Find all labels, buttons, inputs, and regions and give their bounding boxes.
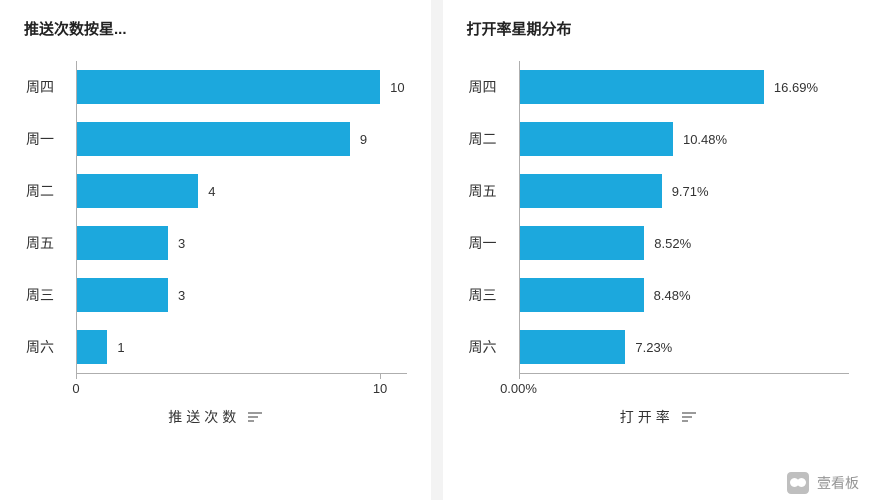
legend: 打开率 [467,407,850,427]
bar-row: 周四 16.69% [467,61,850,113]
x-axis-rule [519,373,850,374]
bar [77,226,168,260]
x-tick-label: 0.00% [500,381,537,396]
bar-row: 周五 3 [24,217,407,269]
x-tick-label: 10 [373,381,387,396]
x-tick [76,373,77,379]
category-label: 周四 [24,77,76,97]
category-label: 周五 [24,233,76,253]
panel-title: 打开率星期分布 [467,18,850,39]
bar-track: 8.52% [519,217,850,269]
bar-chart-push-count: 周四 10 周一 9 周二 4 周 [24,61,407,427]
bar [77,174,198,208]
bar-track: 9 [76,113,407,165]
bar-track: 7.23% [519,321,850,373]
bar [77,122,350,156]
bar [520,330,626,364]
category-label: 周三 [467,285,519,305]
value-label: 10 [390,80,404,95]
bar-row: 周二 4 [24,165,407,217]
value-label: 9 [360,132,367,147]
bar-row: 周三 3 [24,269,407,321]
category-label: 周二 [467,129,519,149]
wechat-icon [787,472,809,494]
x-tick [519,373,520,379]
category-label: 周一 [467,233,519,253]
panel-title: 推送次数按星... [24,18,407,39]
bar-row: 周三 8.48% [467,269,850,321]
category-label: 周三 [24,285,76,305]
value-label: 1 [117,340,124,355]
panel-open-rate: 打开率星期分布 周四 16.69% 周二 10.48% 周五 [443,0,873,500]
bar-track: 8.48% [519,269,850,321]
bar [77,330,107,364]
category-label: 周二 [24,181,76,201]
bar-row: 周四 10 [24,61,407,113]
category-label: 周六 [24,337,76,357]
category-label: 周六 [467,337,519,357]
bar-track: 3 [76,217,407,269]
bar [77,278,168,312]
panel-push-count: 推送次数按星... 周四 10 周一 9 周二 4 [0,0,431,500]
x-axis: 0 10 [24,373,407,401]
bar-track: 16.69% [519,61,850,113]
value-label: 3 [178,288,185,303]
bar-row: 周一 9 [24,113,407,165]
legend: 推送次数 [24,407,407,427]
value-label: 7.23% [635,340,672,355]
bar [520,174,662,208]
sort-desc-icon [248,412,262,422]
bar-row: 周六 7.23% [467,321,850,373]
category-label: 周五 [467,181,519,201]
bar-track: 9.71% [519,165,850,217]
x-axis-line: 0.00% [519,373,850,401]
value-label: 10.48% [683,132,727,147]
watermark-text: 壹看板 [817,473,859,493]
bar [520,226,645,260]
sort-desc-icon [682,412,696,422]
bar-row: 周二 10.48% [467,113,850,165]
legend-label: 推送次数 [168,407,240,427]
value-label: 16.69% [774,80,818,95]
value-label: 8.48% [654,288,691,303]
bar [520,122,673,156]
x-axis-line: 010 [76,373,407,401]
legend-label: 打开率 [620,407,674,427]
x-axis-rule [76,373,407,374]
bar-chart-open-rate: 周四 16.69% 周二 10.48% 周五 9.71% [467,61,850,427]
bar-track: 1 [76,321,407,373]
bar-row: 周六 1 [24,321,407,373]
dashboard: 推送次数按星... 周四 10 周一 9 周二 4 [0,0,873,500]
bar-row: 周五 9.71% [467,165,850,217]
bar [77,70,380,104]
x-axis: 0.00% [467,373,850,401]
value-label: 9.71% [672,184,709,199]
bar-track: 10 [76,61,407,113]
bar-row: 周一 8.52% [467,217,850,269]
value-label: 4 [208,184,215,199]
category-label: 周四 [467,77,519,97]
value-label: 8.52% [654,236,691,251]
axis-spacer [24,373,76,401]
x-tick [380,373,381,379]
value-label: 3 [178,236,185,251]
bar-track: 3 [76,269,407,321]
watermark: 壹看板 [787,472,859,494]
bar-track: 4 [76,165,407,217]
category-label: 周一 [24,129,76,149]
bar [520,70,764,104]
bar [520,278,644,312]
bar-track: 10.48% [519,113,850,165]
x-tick-label: 0 [72,381,79,396]
